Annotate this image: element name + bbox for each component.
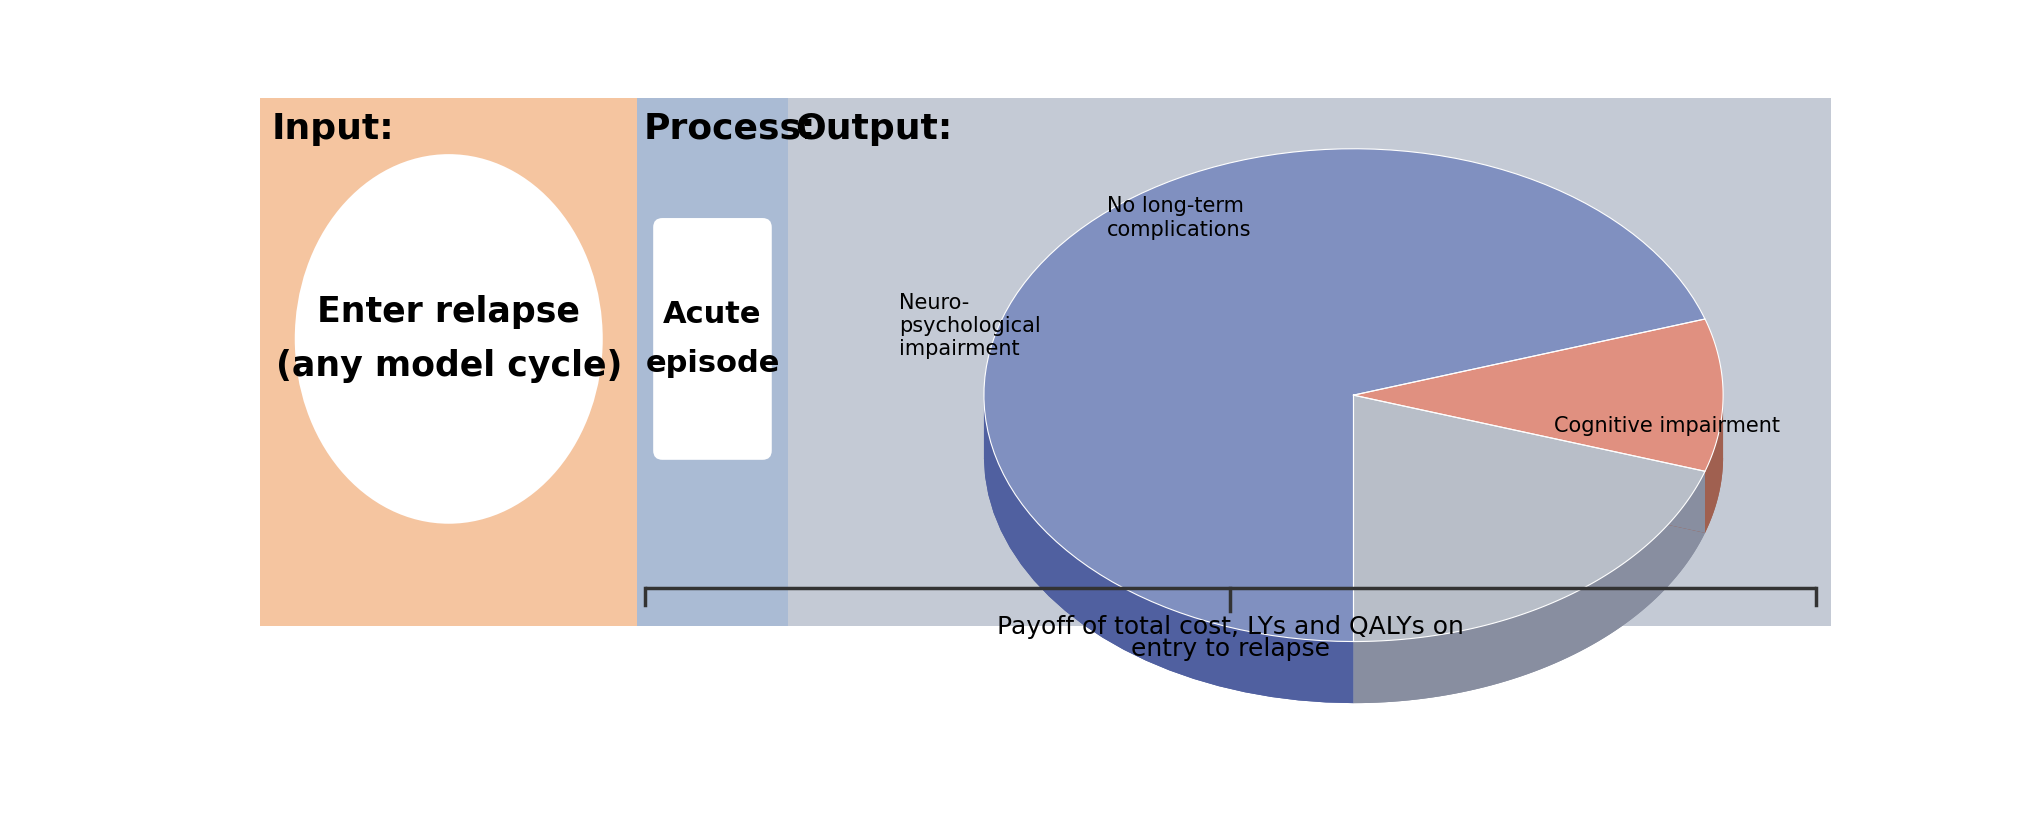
- Text: episode: episode: [644, 349, 779, 378]
- Polygon shape: [1352, 472, 1705, 703]
- Polygon shape: [1352, 395, 1705, 641]
- Text: Process:: Process:: [642, 112, 816, 146]
- Polygon shape: [1705, 397, 1723, 533]
- Polygon shape: [1352, 395, 1705, 533]
- Polygon shape: [1352, 457, 1723, 533]
- Polygon shape: [983, 149, 1705, 641]
- Text: No long-term
complications: No long-term complications: [1107, 197, 1252, 240]
- Bar: [636, 98, 787, 626]
- Text: Payoff of total cost, LYs and QALYs on: Payoff of total cost, LYs and QALYs on: [997, 615, 1464, 640]
- Bar: [259, 626, 1831, 726]
- Text: Acute: Acute: [663, 299, 761, 329]
- Polygon shape: [983, 397, 1352, 703]
- Text: entry to relapse: entry to relapse: [1130, 637, 1329, 661]
- Ellipse shape: [294, 154, 602, 524]
- Polygon shape: [983, 457, 1352, 703]
- Text: Output:: Output:: [795, 112, 952, 146]
- Text: Cognitive impairment: Cognitive impairment: [1554, 416, 1778, 436]
- Text: Neuro-
psychological
impairment: Neuro- psychological impairment: [899, 293, 1040, 359]
- Polygon shape: [1352, 395, 1705, 533]
- Text: Enter relapse: Enter relapse: [318, 295, 579, 329]
- Polygon shape: [1352, 395, 1705, 533]
- Text: Input:: Input:: [271, 112, 394, 146]
- Polygon shape: [1352, 395, 1705, 533]
- Bar: [259, 98, 636, 626]
- Polygon shape: [1352, 457, 1705, 703]
- Text: (any model cycle): (any model cycle): [275, 349, 622, 383]
- Polygon shape: [1352, 319, 1723, 472]
- FancyBboxPatch shape: [652, 218, 771, 460]
- Bar: [787, 98, 1831, 626]
